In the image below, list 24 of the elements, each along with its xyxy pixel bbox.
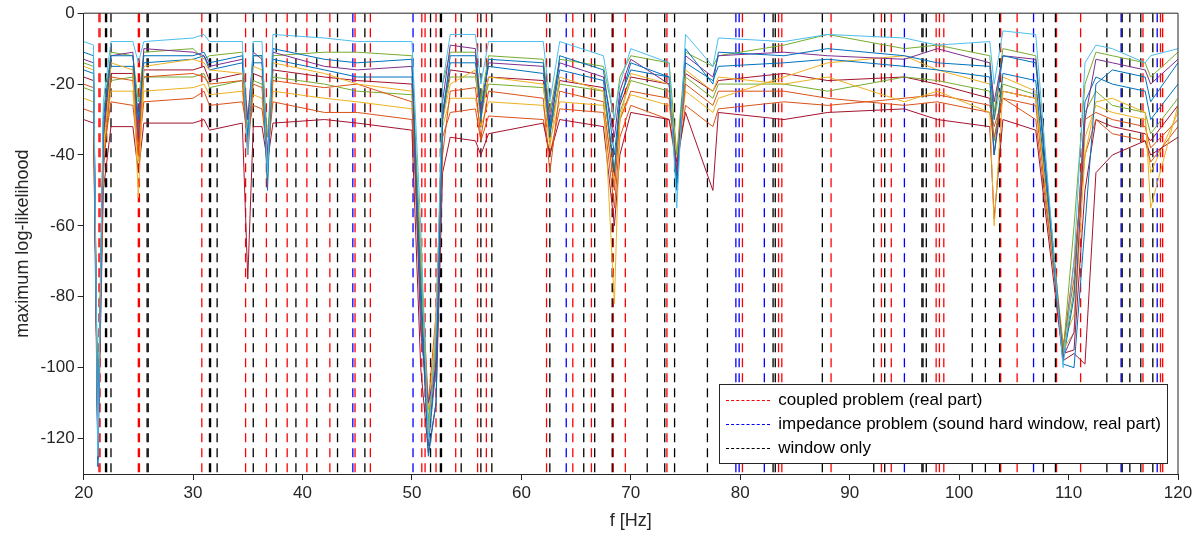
x-tick-label: 120	[1163, 482, 1193, 502]
x-tick-label: 20	[74, 482, 94, 502]
y-tick-label: -60	[50, 215, 75, 235]
annotation: impedance problem (sound hard window, real part)	[778, 413, 1161, 435]
y-tick-label: -20	[50, 73, 75, 93]
y-tick-label: -40	[50, 144, 75, 164]
y-tick-label: 0	[65, 2, 75, 22]
y-tick-label: -100	[40, 357, 75, 377]
y-axis-title: maximum log-likelihood	[11, 149, 32, 338]
y-tick-label: -120	[40, 428, 75, 448]
x-tick-label: 90	[840, 482, 860, 502]
annotation: coupled problem (real part)	[778, 389, 983, 411]
x-tick-label: 100	[944, 482, 974, 502]
annotation: window only	[778, 437, 871, 459]
x-tick-label: 80	[730, 482, 750, 502]
x-tick-label: 110	[1055, 482, 1083, 502]
legend-box: coupled problem (real part) impedance problem (sound hard window, real part) window only	[719, 384, 1168, 464]
x-tick-label: 30	[183, 482, 203, 502]
x-tick-label: 40	[293, 482, 312, 502]
x-tick-label: 70	[621, 482, 641, 502]
x-tick-label: 60	[511, 482, 531, 502]
x-axis-title: f [Hz]	[609, 510, 652, 531]
x-tick-label: 50	[402, 482, 422, 502]
y-tick-label: -80	[50, 286, 75, 306]
